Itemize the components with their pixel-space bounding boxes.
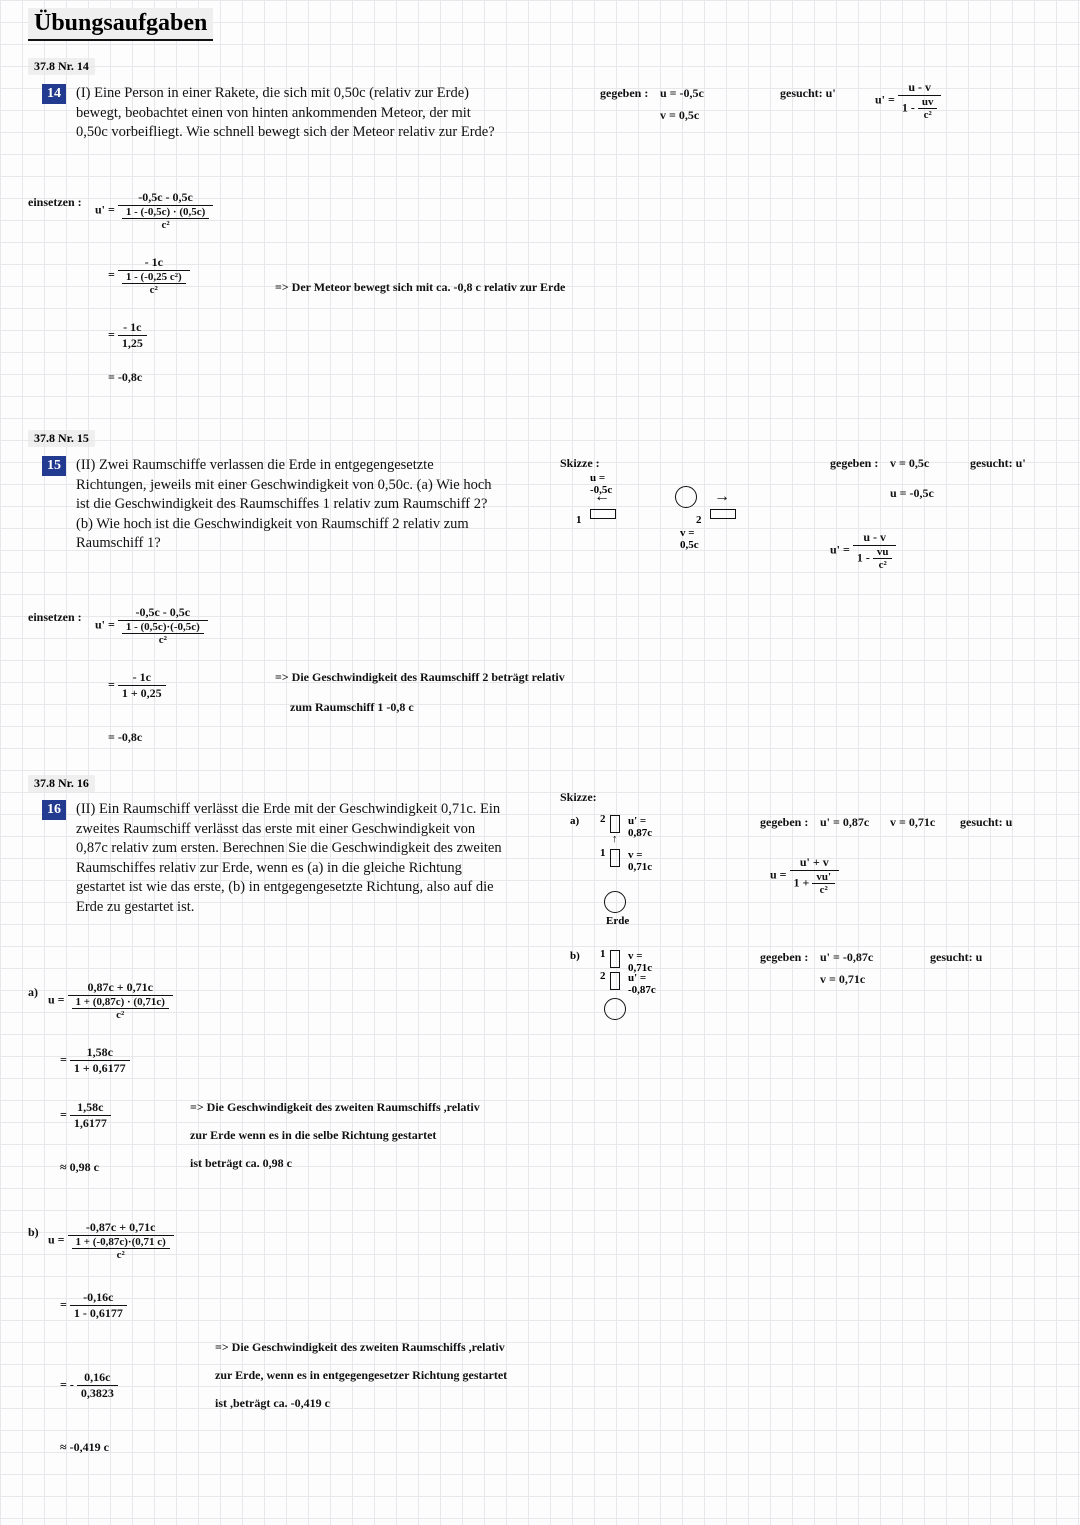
calc-14-2: = - 1c 1 - (-0,25 c²) c² bbox=[108, 255, 190, 296]
sketch-15-v: v = 0,5c bbox=[680, 527, 699, 551]
given-14-u: u = -0,5c bbox=[660, 86, 704, 101]
calc-16b-1: u = -0,87c + 0,71c 1 + (-0,87c)·(0,71 c)… bbox=[48, 1220, 174, 1261]
calc-16a-1: u = 0,87c + 0,71c 1 + (0,87c) · (0,71c) … bbox=[48, 980, 173, 1021]
ship-1-icon bbox=[590, 509, 616, 519]
conclusion-15-1: => Die Geschwindigkeit des Raumschiff 2 … bbox=[275, 670, 565, 685]
ship-1b-num: 1 bbox=[600, 948, 606, 960]
sketch-16b-u: u' = -0,87c bbox=[628, 972, 656, 996]
problem-16: 16 (II) Ein Raumschiff verlässt die Erde… bbox=[42, 800, 506, 917]
problem-number-14: 14 bbox=[42, 84, 66, 104]
sought-14: gesucht: u' bbox=[780, 86, 836, 101]
calc-16b-3: = - 0,16c 0,3823 bbox=[60, 1370, 118, 1401]
section-label-16: 37.8 Nr. 16 bbox=[28, 775, 95, 792]
formula-num: u - v bbox=[898, 80, 942, 96]
sketch-16b-v: v = 0,71c bbox=[628, 950, 652, 974]
given-label-16a: gegeben : bbox=[760, 815, 808, 830]
section-label-15: 37.8 Nr. 15 bbox=[28, 430, 95, 447]
conclusion-15-2: zum Raumschiff 1 -0,8 c bbox=[290, 700, 414, 715]
ship-1b-icon bbox=[610, 950, 620, 968]
sketch-16a-v: v = 0,71c bbox=[628, 849, 652, 873]
ship-2b-icon bbox=[610, 972, 620, 990]
formula-den: 1 - uv c² bbox=[898, 96, 942, 121]
conclusion-14: => Der Meteor bewegt sich mit ca. -0,8 c… bbox=[275, 280, 565, 295]
earth-b-icon bbox=[604, 998, 626, 1020]
problem-text-16: (II) Ein Raumschiff verlässt die Erde mi… bbox=[76, 800, 506, 917]
sketch-ship2-label: 2 bbox=[696, 514, 702, 526]
ship-2-icon bbox=[710, 509, 736, 519]
given-15-v: v = 0,5c bbox=[890, 456, 929, 471]
result-15: = -0,8c bbox=[108, 730, 142, 745]
formula-16: u = u' + v 1 + vu' c² bbox=[770, 855, 839, 896]
formula-14: u' = u - v 1 - uv c² bbox=[875, 80, 941, 121]
ship-2-num: 2 bbox=[600, 813, 606, 825]
ship-1-num: 1 bbox=[600, 847, 606, 859]
conclusion-16b-2: zur Erde, wenn es in entgegengesetzer Ri… bbox=[215, 1368, 507, 1383]
calc-14-1: u' = -0,5c - 0,5c 1 - (-0,5c) · (0,5c) c… bbox=[95, 190, 213, 231]
earth-icon bbox=[604, 891, 626, 913]
calc-15-1: u' = -0,5c - 0,5c 1 - (0,5c)·(-0,5c) c² bbox=[95, 605, 208, 646]
calc-16a-3: = 1,58c 1,6177 bbox=[60, 1100, 111, 1131]
sought-15: gesucht: u' bbox=[970, 456, 1026, 471]
sought-16a: gesucht: u bbox=[960, 815, 1012, 830]
result-16b: ≈ -0,419 c bbox=[60, 1440, 109, 1455]
conclusion-16b-1: => Die Geschwindigkeit des zweiten Raums… bbox=[215, 1340, 505, 1355]
earth-label: Erde bbox=[606, 915, 629, 927]
sketch-16b-label: b) bbox=[570, 950, 580, 962]
problem-text-15: (II) Zwei Raumschiffe verlassen die Erde… bbox=[76, 456, 506, 554]
problem-number-15: 15 bbox=[42, 456, 66, 476]
page-title: Übungsaufgaben bbox=[28, 8, 213, 41]
ship-2b-num: 2 bbox=[600, 970, 606, 982]
einsetzen-label-14: einsetzen : bbox=[28, 195, 82, 210]
section-label-14: 37.8 Nr. 14 bbox=[28, 58, 95, 75]
given-14-v: v = 0,5c bbox=[660, 108, 699, 123]
formula-lhs: u' = bbox=[875, 92, 895, 106]
formula-15: u' = u - v 1 - vu c² bbox=[830, 530, 896, 571]
arrow-right-icon bbox=[710, 488, 734, 505]
conclusion-16a-2: zur Erde wenn es in die selbe Richtung g… bbox=[190, 1128, 436, 1143]
einsetzen-label-15: einsetzen : bbox=[28, 610, 82, 625]
given-15-u: u = -0,5c bbox=[890, 486, 934, 501]
given-16a-2: v = 0,71c bbox=[890, 815, 935, 830]
sketch-label-16: Skizze: bbox=[560, 790, 597, 805]
problem-number-16: 16 bbox=[42, 800, 66, 820]
given-label-16b: gegeben : bbox=[760, 950, 808, 965]
sketch-label-15: Skizze : bbox=[560, 456, 600, 471]
problem-14: 14 (I) Eine Person in einer Rakete, die … bbox=[42, 84, 506, 143]
problem-15: 15 (II) Zwei Raumschiffe verlassen die E… bbox=[42, 456, 506, 554]
calc-16b-label: b) bbox=[28, 1225, 39, 1240]
conclusion-16a-1: => Die Geschwindigkeit des zweiten Raums… bbox=[190, 1100, 480, 1115]
calc-14-3: = - 1c 1,25 bbox=[108, 320, 147, 351]
conclusion-16a-3: ist beträgt ca. 0,98 c bbox=[190, 1156, 292, 1171]
arrow-up-icon: ↑ bbox=[612, 833, 618, 845]
result-16a: ≈ 0,98 c bbox=[60, 1160, 99, 1175]
problem-text-14: (I) Eine Person in einer Rakete, die sic… bbox=[76, 84, 506, 143]
given-16b-1: u' = -0,87c bbox=[820, 950, 873, 965]
sought-16b: gesucht: u bbox=[930, 950, 982, 965]
calc-16b-2: = -0,16c 1 - 0,6177 bbox=[60, 1290, 127, 1321]
given-16a-1: u' = 0,87c bbox=[820, 815, 869, 830]
given-label-14: gegeben : bbox=[600, 86, 648, 101]
earth-icon bbox=[675, 486, 697, 508]
ship-2-icon bbox=[610, 815, 620, 833]
sketch-16a-label: a) bbox=[570, 815, 579, 827]
conclusion-16b-3: ist ,beträgt ca. -0,419 c bbox=[215, 1396, 330, 1411]
result-14: = -0,8c bbox=[108, 370, 142, 385]
given-label-15: gegeben : bbox=[830, 456, 878, 471]
calc-15-2: = - 1c 1 + 0,25 bbox=[108, 670, 166, 701]
sketch-16a-u: u' = 0,87c bbox=[628, 815, 652, 839]
arrow-left-icon bbox=[590, 488, 614, 505]
calc-16a-label: a) bbox=[28, 985, 38, 1000]
sketch-ship1-label: 1 bbox=[576, 514, 582, 526]
given-16b-2: v = 0,71c bbox=[820, 972, 865, 987]
ship-1-icon bbox=[610, 849, 620, 867]
calc-16a-2: = 1,58c 1 + 0,6177 bbox=[60, 1045, 130, 1076]
